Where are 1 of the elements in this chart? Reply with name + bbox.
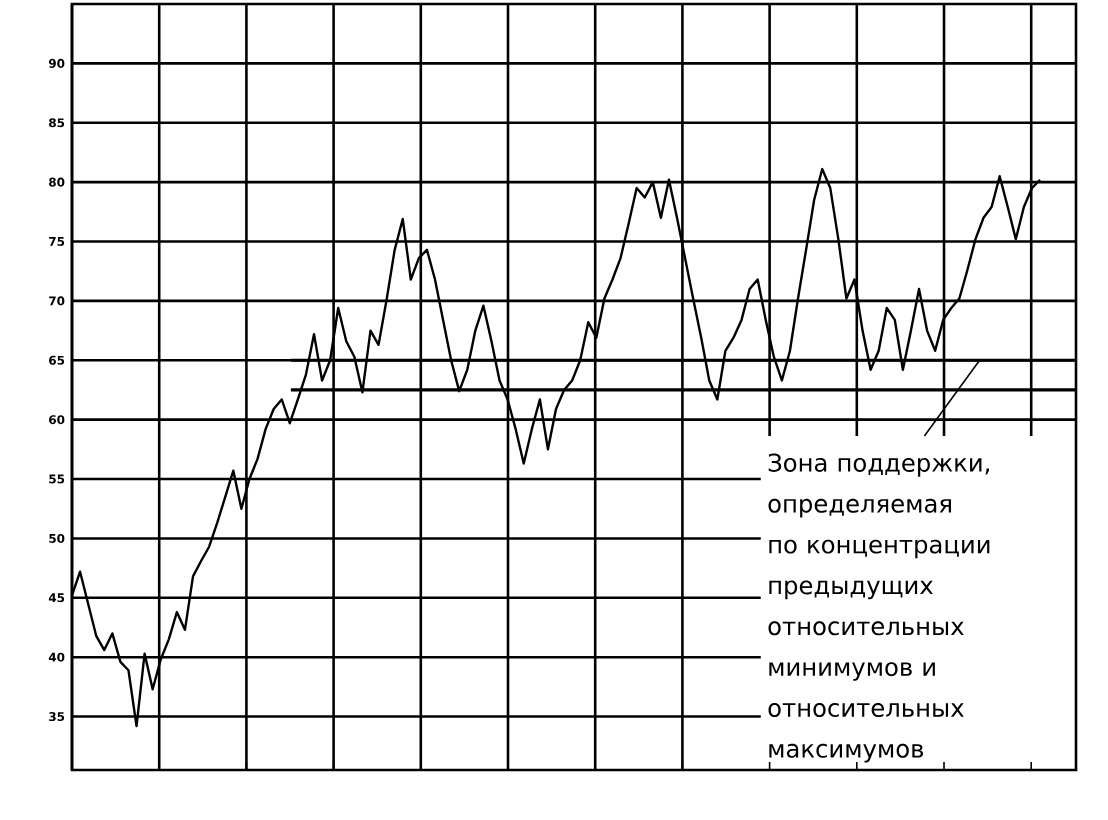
annotation: Зона поддержки, определяемая по концентрации предыдущих относительных минимумов и относительных максимумов xyxy=(768,453,990,763)
